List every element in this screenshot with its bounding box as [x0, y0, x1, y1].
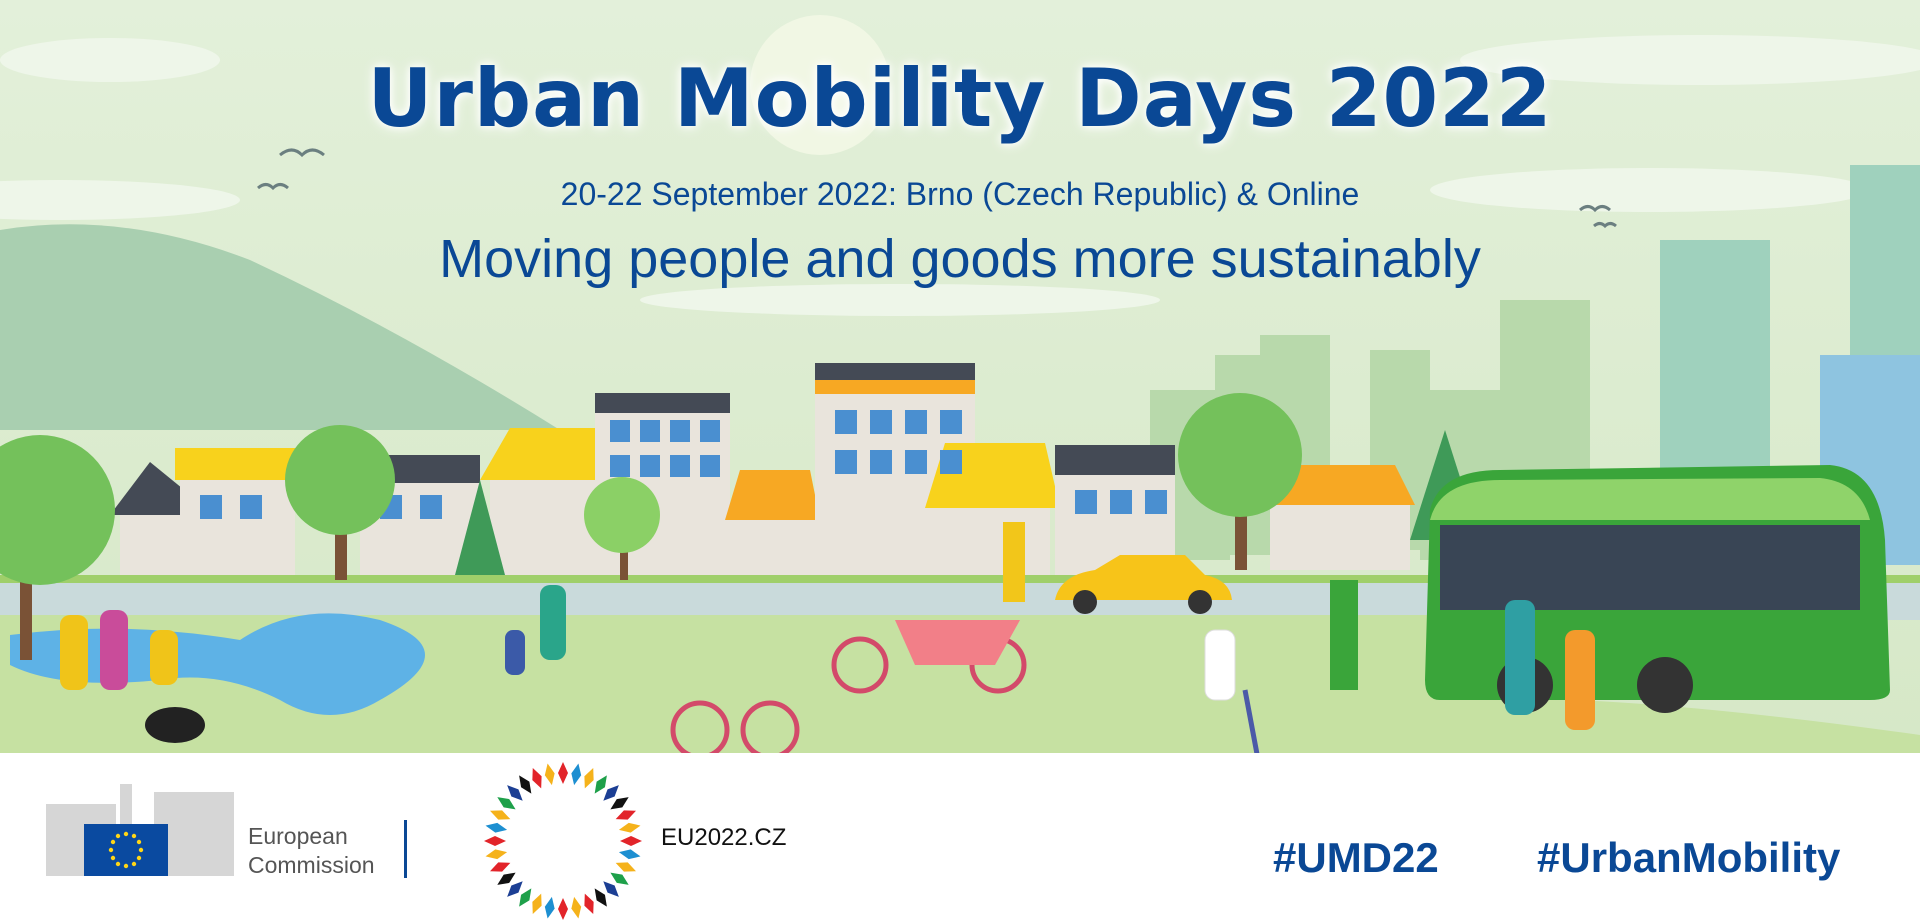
ring-diamond — [484, 836, 506, 846]
ec-line2: Commission — [248, 852, 375, 878]
ring-diamond — [618, 849, 641, 860]
ring-diamond — [558, 762, 568, 784]
footer — [0, 753, 1920, 921]
charging-station-icon — [1003, 522, 1358, 690]
ring-diamond — [615, 810, 636, 820]
scooter-icon — [1242, 689, 1260, 753]
ring-diamond — [532, 893, 542, 914]
pedestrians-icon — [60, 585, 1595, 743]
ring-diamond — [584, 893, 594, 914]
ring-diamond — [490, 810, 511, 820]
ring-diamond — [594, 888, 607, 907]
eu2022-presidency-logo-icon[interactable] — [480, 758, 646, 924]
hashtag-umd22[interactable]: #UMD22 — [1273, 834, 1439, 881]
ring-diamond — [485, 822, 508, 833]
ring-diamond — [610, 872, 629, 885]
ring-diamond — [618, 822, 641, 833]
clouds — [0, 15, 1920, 316]
ec-line1: European — [248, 823, 348, 849]
birds-icon — [257, 148, 1617, 229]
ring-diamond — [532, 768, 542, 789]
ring-diamond — [615, 862, 636, 872]
cargo-bike-icon — [895, 620, 1020, 665]
ring-diamond — [544, 896, 555, 919]
eu-flag-icon — [84, 824, 168, 876]
hashtag-urbanmobility[interactable]: #UrbanMobility — [1537, 834, 1841, 881]
ring-diamond — [584, 768, 594, 789]
city-illustration — [0, 0, 1920, 753]
event-dates-location: 20-22 September 2022: Brno (Czech Republ… — [560, 176, 1360, 212]
european-commission-wordmark: European Commission — [248, 822, 375, 880]
ring-diamond — [519, 775, 532, 794]
windows — [200, 410, 1167, 519]
ring-diamond — [490, 862, 511, 872]
ring-diamond — [485, 849, 508, 860]
ring-diamond — [610, 797, 629, 810]
ring-diamond — [620, 836, 642, 846]
ring-diamond — [571, 896, 582, 919]
ring-diamond — [497, 797, 516, 810]
electric-bus-icon — [1425, 465, 1890, 713]
ring-diamond — [507, 785, 523, 801]
ring-diamond — [603, 785, 619, 801]
ring-diamond — [603, 881, 619, 897]
tagline: Moving people and goods more sustainably — [439, 229, 1481, 289]
logo-divider — [404, 820, 407, 878]
ring-diamond — [497, 872, 516, 885]
page-title: Urban Mobility Days 2022 — [367, 52, 1553, 145]
trees — [0, 393, 1480, 660]
taxi-icon — [1055, 555, 1232, 614]
ring-diamond — [519, 888, 532, 907]
european-commission-logo[interactable] — [44, 784, 404, 879]
eu-stars — [108, 831, 144, 869]
ring-diamond — [544, 763, 555, 786]
ring-diamond — [594, 775, 607, 794]
eu2022-wordmark: EU2022.CZ — [661, 824, 787, 851]
ring-diamond — [558, 898, 568, 920]
ring-diamond — [507, 881, 523, 897]
ring-diamond — [571, 763, 582, 786]
mountains — [0, 224, 560, 430]
